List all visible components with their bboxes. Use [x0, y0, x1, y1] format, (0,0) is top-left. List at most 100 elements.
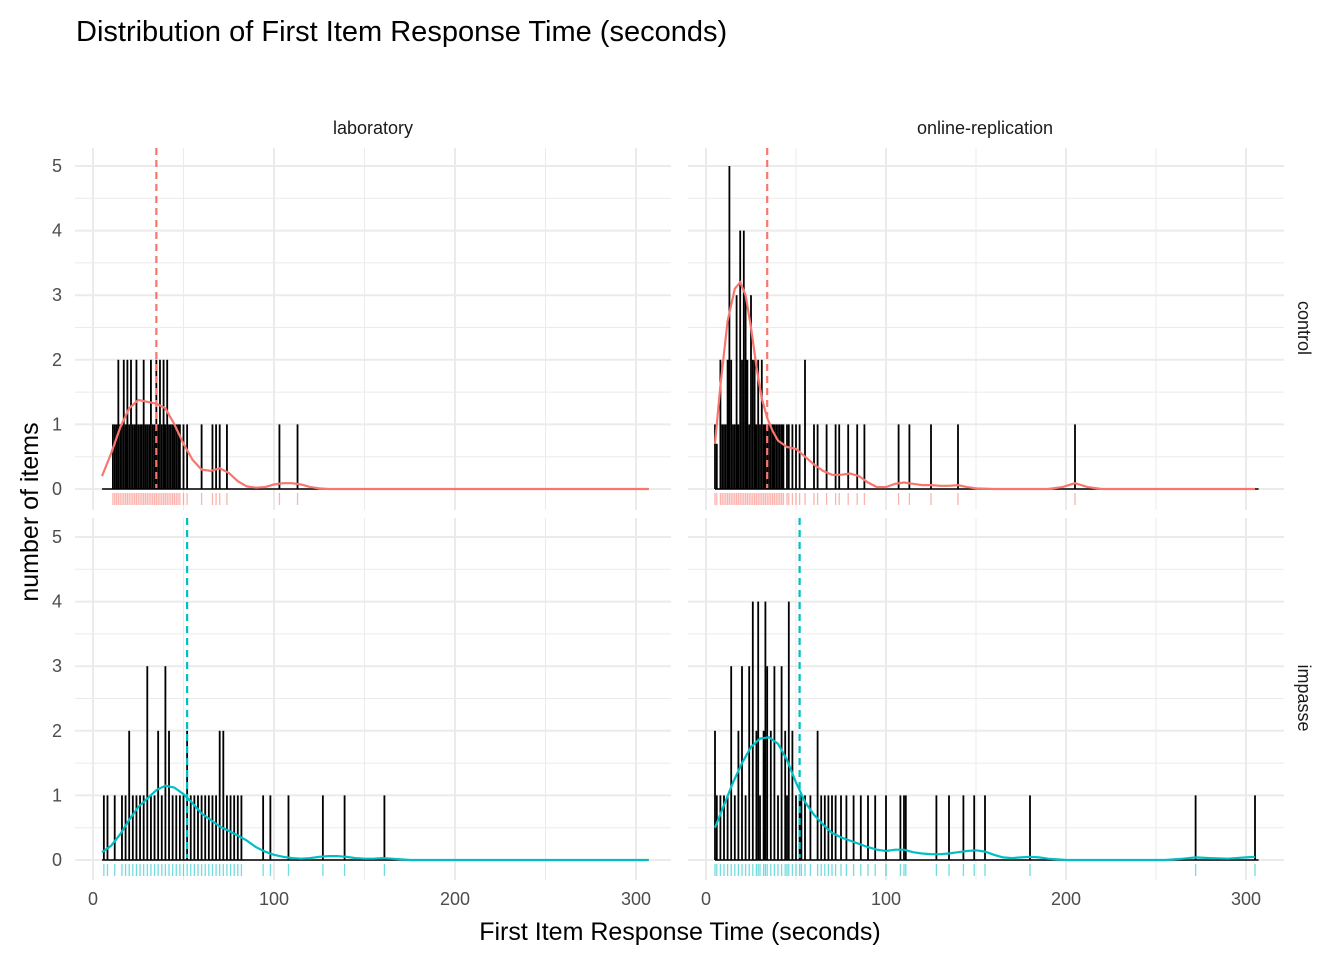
histogram-bar — [831, 795, 833, 860]
histogram-bar — [211, 424, 214, 489]
histogram-bar — [157, 424, 160, 489]
histogram-bar — [128, 424, 131, 489]
histogram-bar — [714, 730, 716, 860]
histogram-bar — [733, 795, 736, 860]
histogram-bar — [780, 424, 783, 489]
histogram-bar — [874, 795, 877, 860]
x-tick-label: 200 — [1051, 889, 1081, 909]
histogram-bar — [171, 795, 174, 860]
histogram-bar — [168, 730, 170, 860]
histogram-bar — [973, 795, 976, 860]
histogram-bar — [728, 166, 731, 489]
histogram-bar — [742, 230, 745, 489]
histogram-bar — [782, 424, 785, 489]
histogram-bar — [935, 795, 938, 860]
histogram-bar — [804, 359, 806, 489]
histogram-bar — [262, 795, 265, 860]
panel-laboratory-control: 0 1 2 3 4 5 — [52, 148, 671, 510]
histogram-bar — [771, 424, 774, 489]
histogram-bar — [766, 424, 769, 489]
histogram-bar — [739, 230, 742, 489]
x-tick-label: 0 — [701, 889, 711, 909]
histogram-bar — [838, 424, 841, 489]
histogram-bar — [748, 666, 751, 860]
histogram-bar — [930, 424, 932, 489]
histogram-bar — [733, 424, 736, 489]
histogram-bar — [852, 795, 855, 860]
y-axis-label: number of items — [16, 422, 44, 601]
y-tick-label: 4 — [52, 221, 62, 241]
histogram-bar — [102, 795, 105, 860]
histogram-bar — [825, 424, 828, 489]
histogram-bar — [769, 424, 772, 489]
histogram-bar — [777, 795, 779, 860]
histogram-bar — [182, 424, 185, 489]
histogram-bar — [750, 295, 752, 489]
density-curve — [713, 736, 1256, 862]
histogram-bar — [962, 795, 965, 860]
histogram-bar — [137, 424, 140, 489]
histogram-bar — [1254, 795, 1256, 860]
histogram-bar — [175, 424, 178, 489]
histogram-bar — [897, 424, 900, 489]
histogram-bar — [757, 359, 760, 489]
histogram-bar — [122, 359, 125, 489]
histogram-bar — [173, 424, 176, 489]
histogram-bar — [157, 730, 160, 860]
histogram-bar — [724, 424, 727, 489]
histogram-bar — [714, 424, 716, 489]
histogram-bar — [867, 795, 869, 860]
histogram-bar — [721, 424, 724, 489]
histogram-bar — [795, 424, 797, 489]
histogram-bar — [115, 424, 118, 489]
histogram-bar — [777, 424, 779, 489]
x-axis-label: First Item Response Time (seconds) — [479, 918, 881, 946]
histogram-bar — [762, 730, 765, 860]
histogram-bar — [753, 359, 756, 489]
x-tick-label: 200 — [440, 889, 470, 909]
histogram-bar — [735, 295, 738, 489]
histogram-bar — [296, 424, 299, 489]
histogram-bar — [142, 795, 145, 860]
histogram-bar — [809, 795, 812, 860]
x-tick-label: 300 — [621, 889, 651, 909]
histogram-bar — [160, 795, 163, 860]
histogram-bar — [186, 424, 189, 489]
histogram-bar — [150, 795, 152, 860]
histogram-bar — [764, 424, 767, 489]
y-tick-label: 5 — [52, 156, 62, 176]
histogram-bar — [813, 424, 815, 489]
histogram-bar — [218, 730, 221, 860]
histogram-bar — [204, 795, 207, 860]
histogram-bar — [144, 424, 147, 489]
histogram-bar — [715, 443, 718, 489]
column-strip-online-replication: online-replication — [917, 118, 1053, 138]
histogram-bar — [164, 666, 167, 860]
histogram-bar — [755, 730, 758, 860]
y-tick-label: 0 — [52, 850, 62, 870]
row-strip-impasse: impasse — [1294, 664, 1314, 731]
histogram-bar — [178, 424, 181, 489]
histogram-bar — [189, 795, 192, 860]
y-tick-label: 3 — [52, 656, 62, 676]
histogram-bar — [744, 295, 747, 489]
histogram-bar — [791, 730, 794, 860]
histogram-bar — [131, 795, 134, 860]
histogram-bar — [121, 424, 123, 489]
histogram-bar — [178, 795, 181, 860]
histogram-bar — [816, 730, 819, 860]
histogram-bar — [177, 424, 179, 489]
histogram-bar — [732, 424, 734, 489]
histogram-bar — [146, 666, 149, 860]
histogram-bar — [751, 601, 754, 860]
histogram-bar — [823, 795, 826, 860]
histogram-bar — [140, 424, 143, 489]
histogram-bar — [856, 424, 859, 489]
histogram-bar — [773, 666, 776, 860]
histogram-bar — [744, 795, 747, 860]
histogram-bar — [131, 424, 134, 489]
histogram-bar — [168, 424, 170, 489]
histogram-bar — [845, 795, 848, 860]
histogram-bar — [117, 359, 120, 489]
